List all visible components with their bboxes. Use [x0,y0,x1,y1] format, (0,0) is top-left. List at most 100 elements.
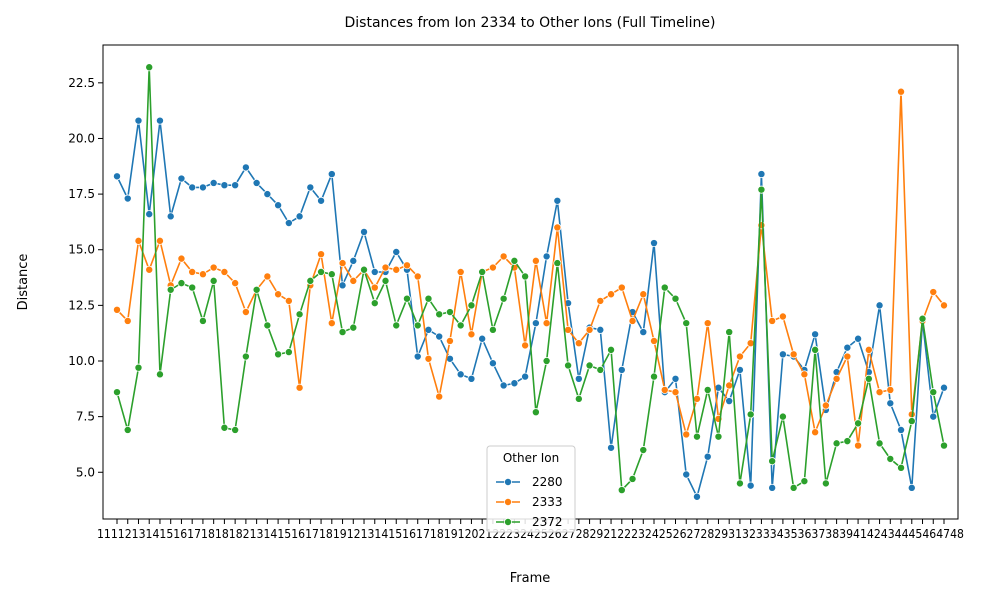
chart-title: Distances from Ion 2334 to Other Ions (F… [345,15,716,31]
data-point [886,399,895,408]
data-point [274,201,283,210]
data-point [510,256,519,265]
data-point [424,325,433,334]
data-point [607,290,616,299]
data-point [725,397,734,406]
data-point [499,252,508,261]
data-point [338,328,347,337]
data-point [424,354,433,363]
x-tick-labels: 1111213141516171818182131415161718191213… [97,527,964,541]
data-point [456,370,465,379]
data-point [650,336,659,345]
data-point [671,388,680,397]
data-point [123,194,132,203]
data-point [757,185,766,194]
data-point [531,319,540,328]
data-point [843,343,852,352]
plot-area [102,44,959,520]
data-point [768,316,777,325]
data-point [435,332,444,341]
data-point [811,330,820,339]
data-point [231,425,240,434]
data-point [284,219,293,228]
data-point [671,294,680,303]
legend-entry-2333: 2333 [496,495,563,509]
data-point [854,419,863,428]
legend-swatch-marker [503,477,512,486]
data-point [682,470,691,479]
data-point [542,252,551,261]
data-point [639,328,648,337]
legend-swatch-marker [503,497,512,506]
data-point [123,316,132,325]
data-point [843,352,852,361]
data-point [488,359,497,368]
data-point [714,432,723,441]
data-point [263,272,272,281]
data-point [295,212,304,221]
data-point [628,474,637,483]
data-point [435,310,444,319]
data-point [585,361,594,370]
legend-entry-2372: 2372 [496,515,563,529]
data-point [327,170,336,179]
series-line [116,67,945,492]
data-point [220,181,229,190]
data-point [177,174,186,183]
y-tick-label: 20.0 [68,131,95,145]
data-point [134,236,143,245]
series-2372 [113,63,949,495]
data-point [692,432,701,441]
data-point [897,87,906,96]
data-point [488,325,497,334]
data-point [832,374,841,383]
data-point [295,310,304,319]
data-point [789,350,798,359]
data-point [274,290,283,299]
data-point [875,301,884,310]
data-point [338,281,347,290]
data-point [929,288,938,297]
data-point [639,446,648,455]
data-point [349,256,358,265]
data-point [231,181,240,190]
data-point [123,425,132,434]
data-point [682,430,691,439]
data-point [306,276,315,285]
data-point [907,483,916,492]
data-point [746,481,755,490]
data-point [145,265,154,274]
data-point [360,265,369,274]
data-point [220,267,229,276]
data-point [370,267,379,276]
data-point [392,321,401,330]
data-point [456,321,465,330]
y-tick-label: 10.0 [68,354,95,368]
data-point [349,323,358,332]
data-point [531,408,540,417]
data-point [574,339,583,348]
data-point [209,276,218,285]
data-point [650,372,659,381]
data-point [510,379,519,388]
data-point [349,276,358,285]
data-point [413,272,422,281]
data-point [284,296,293,305]
data-point [735,365,744,374]
data-point [360,227,369,236]
data-point [875,388,884,397]
data-point [188,267,197,276]
data-point [188,283,197,292]
y-tick-label: 22.5 [68,76,95,90]
data-point [864,345,873,354]
data-point [155,236,164,245]
series-layer [113,63,949,501]
data-point [607,443,616,452]
data-point [811,345,820,354]
data-point [402,261,411,270]
data-point [864,374,873,383]
data-point [521,272,530,281]
data-point [134,363,143,372]
data-point [746,410,755,419]
data-point [542,356,551,365]
